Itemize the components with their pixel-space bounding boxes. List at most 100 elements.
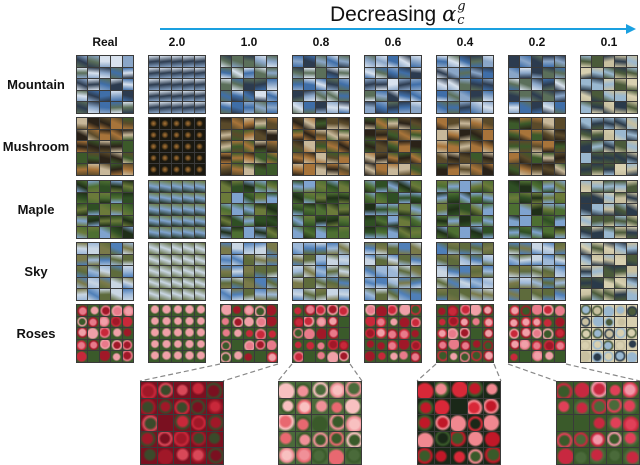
sample-image <box>543 118 554 129</box>
sample-image <box>399 79 410 90</box>
sample-image <box>293 277 304 289</box>
rose-sample-image <box>190 415 207 431</box>
sample-image <box>365 289 376 300</box>
sample-image <box>543 152 554 164</box>
sample-image <box>482 90 493 102</box>
sample-image <box>243 67 255 79</box>
sample-image <box>543 90 554 102</box>
sample-image <box>626 181 637 192</box>
sample-image <box>243 351 255 362</box>
sample-image <box>99 204 111 215</box>
sample-image <box>615 79 626 90</box>
sample-image <box>171 266 183 277</box>
sample-image <box>327 289 338 300</box>
sample-image <box>531 227 543 238</box>
sample-image <box>615 102 626 113</box>
sample-image <box>459 67 471 79</box>
sample-image <box>194 243 205 254</box>
sample-image <box>399 118 410 129</box>
sample-image <box>482 204 493 215</box>
sample-image <box>448 152 459 164</box>
sample-image <box>232 90 243 102</box>
sample-image <box>221 118 232 129</box>
sample-image <box>255 90 266 102</box>
sample-image <box>315 316 327 328</box>
sample-image <box>171 316 183 328</box>
sample-image <box>520 243 531 254</box>
sample-image <box>554 192 565 204</box>
sample-image <box>266 102 277 113</box>
rose-sample-image <box>174 415 190 431</box>
sample-image <box>160 215 171 227</box>
rose-sample-image <box>312 431 328 448</box>
sample-image <box>482 215 493 227</box>
sample-image <box>243 227 255 238</box>
sample-image <box>376 328 387 339</box>
sample-image <box>531 254 543 266</box>
sample-image <box>88 305 99 316</box>
sample-image <box>509 192 520 204</box>
sample-image <box>615 227 626 238</box>
sample-image <box>194 129 205 141</box>
rose-sample-image <box>345 431 361 448</box>
sample-image <box>531 118 543 129</box>
sample-image <box>111 204 122 215</box>
sample-image <box>603 129 615 141</box>
sample-image <box>365 181 376 192</box>
sample-image <box>376 79 387 90</box>
sample-image <box>149 56 160 67</box>
sample-image <box>459 79 471 90</box>
sample-image <box>243 243 255 254</box>
sample-image <box>592 204 603 215</box>
sample-image <box>232 305 243 316</box>
sample-image <box>581 243 592 254</box>
sample-image <box>266 141 277 152</box>
sample-image <box>592 164 603 175</box>
sample-image <box>543 215 554 227</box>
sample-image <box>509 339 520 351</box>
sample-image <box>459 339 471 351</box>
sample-image <box>459 118 471 129</box>
sample-image <box>410 254 421 266</box>
sample-grid-roses-0-8 <box>292 304 350 363</box>
rose-sample-image <box>190 448 207 464</box>
sample-image <box>88 215 99 227</box>
sample-image <box>232 164 243 175</box>
sample-image <box>626 215 637 227</box>
sample-image <box>387 227 399 238</box>
sample-image <box>615 316 626 328</box>
sample-image <box>315 56 327 67</box>
sample-image <box>626 204 637 215</box>
rose-sample-image <box>606 431 623 448</box>
sample-image <box>122 79 133 90</box>
sample-image <box>410 227 421 238</box>
sample-image <box>554 67 565 79</box>
sample-image <box>171 56 183 67</box>
sample-image <box>183 266 194 277</box>
sample-image <box>437 243 448 254</box>
sample-image <box>160 129 171 141</box>
rose-sample-image <box>606 448 623 464</box>
sample-image <box>171 79 183 90</box>
sample-image <box>327 351 338 362</box>
sample-image <box>603 277 615 289</box>
sample-image <box>410 328 421 339</box>
sample-image <box>338 90 349 102</box>
connector-line <box>416 363 437 382</box>
sample-image <box>327 254 338 266</box>
sample-image <box>88 67 99 79</box>
sample-image <box>376 243 387 254</box>
sample-image <box>482 328 493 339</box>
sample-image <box>482 102 493 113</box>
sample-image <box>122 56 133 67</box>
sample-image <box>509 118 520 129</box>
sample-image <box>437 254 448 266</box>
sample-image <box>626 79 637 90</box>
sample-image <box>111 227 122 238</box>
sample-image <box>626 152 637 164</box>
sample-image <box>221 289 232 300</box>
sample-image <box>376 204 387 215</box>
sample-image <box>482 227 493 238</box>
rose-sample-image <box>606 398 623 415</box>
